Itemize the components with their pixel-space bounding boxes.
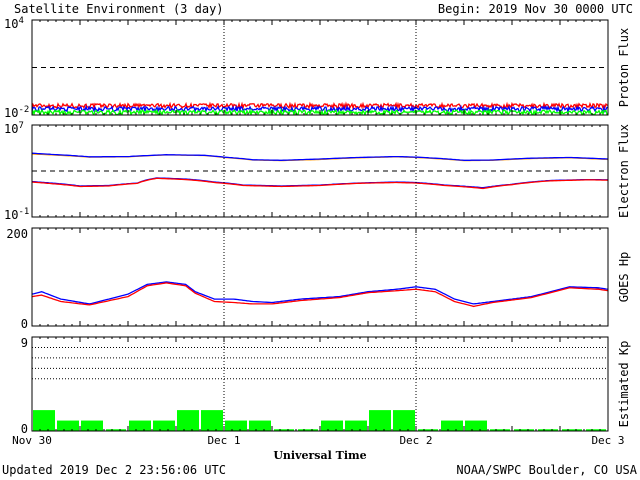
kp-bar-9 [225,420,247,431]
kp-bar-18 [441,420,463,431]
kp-bar-13 [321,420,343,431]
x-tick-dec1: Dec 1 [207,434,240,447]
goes-hp-ylabel: GOES Hp [617,252,631,303]
credit: NOAA/SWPC Boulder, CO USA [456,463,637,477]
kp-bar-5 [129,420,151,431]
kp-bar-10 [249,420,271,431]
estimated-kp-ytick-bottom: 0 [21,422,28,436]
x-axis-label: Universal Time [273,449,366,462]
kp-bar-6 [153,420,175,431]
electron-flux-ylabel: Electron Flux [617,124,631,218]
estimated-kp-ylabel: Estimated Kp [617,341,631,428]
kp-bar-3 [81,420,103,431]
goes-hp-ytick-bottom: 0 [21,317,28,331]
electron-flux-ytick-top: 107 [4,121,24,136]
panels: 104 10-2 Proton Flux 107 10-1 Electron Flux 20… [4,16,631,436]
goes-hp-series-1 [32,281,608,305]
kp-bar-15 [369,410,391,431]
electron-flux-series-4 [32,177,608,190]
x-tick-dec2: Dec 2 [399,434,432,447]
estimated-kp-frame [31,336,609,432]
proton-flux-series-2 [32,104,608,114]
x-tick-dec3: Dec 3 [591,434,624,447]
kp-bar-19 [465,420,487,431]
electron-flux-ytick-bottom: 10-1 [4,207,29,222]
updated-time: Updated 2019 Dec 2 23:56:06 UTC [2,463,226,477]
proton-flux-ytick-top: 104 [4,16,24,31]
kp-bar-16 [393,410,415,431]
goes-hp-series-2 [32,282,608,308]
kp-bar-14 [345,420,367,431]
kp-bar-8 [201,410,223,431]
electron-flux-series-2 [32,152,608,161]
proton-flux-ylabel: Proton Flux [617,28,631,107]
chart-title: Satellite Environment (3 day) [14,2,224,16]
kp-bar-1 [33,410,55,431]
estimated-kp-ytick-top: 9 [21,336,28,350]
goes-hp-ytick-top: 200 [6,227,28,241]
kp-bar-7 [177,410,199,431]
kp-bar-2 [57,420,79,431]
proton-flux-ytick-bottom: 10-2 [4,105,29,120]
begin-time: Begin: 2019 Nov 30 0000 UTC [438,2,633,16]
x-tick-nov30: Nov 30 [12,434,52,447]
goes-hp-frame [31,227,609,327]
